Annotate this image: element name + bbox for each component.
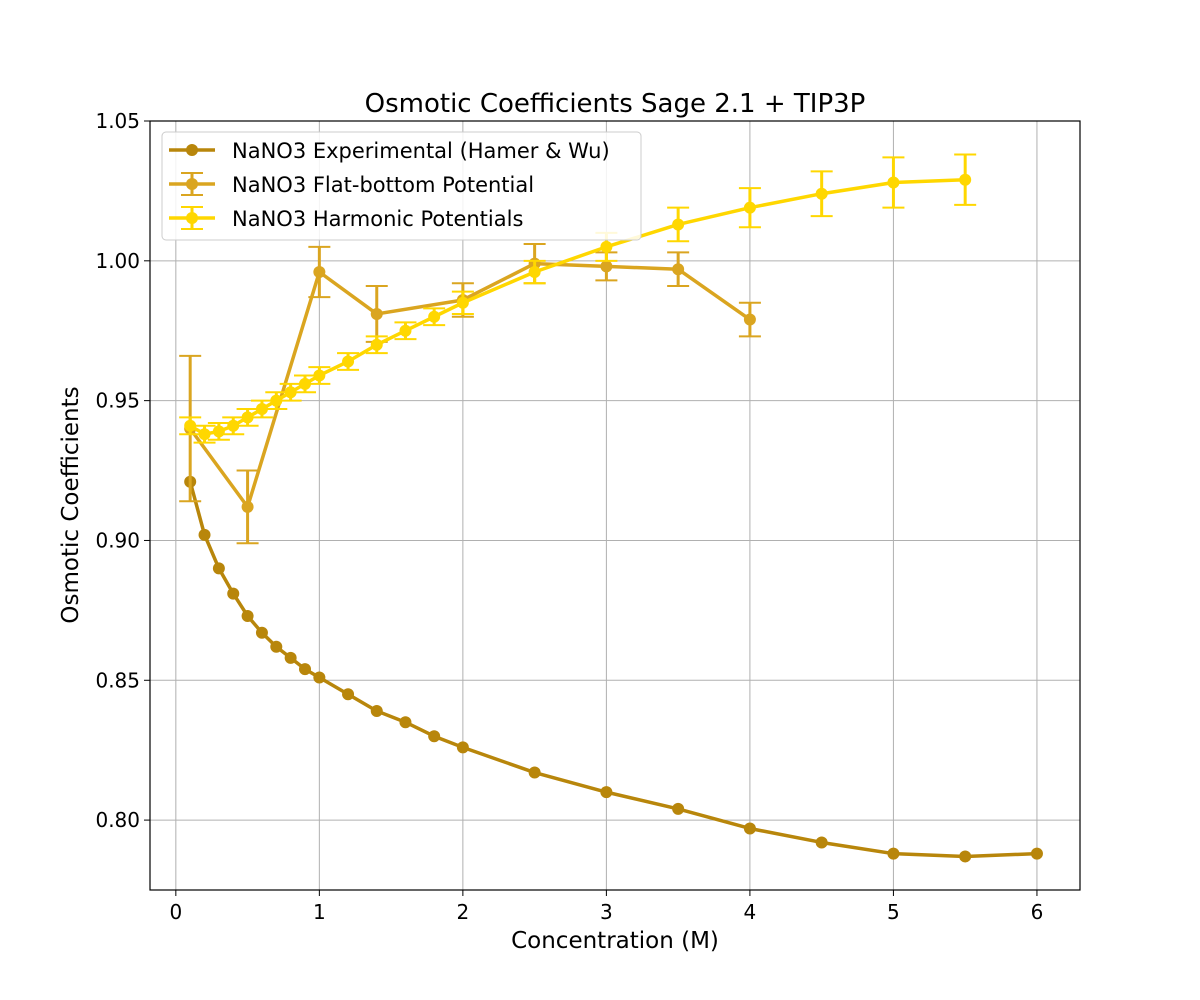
data-point [184,419,197,432]
legend-entry: NaNO3 Experimental (Hamer & Wu) [169,139,610,163]
data-point [313,266,326,279]
data-point [313,369,326,382]
series-layer [179,153,1043,863]
data-point [528,266,541,279]
legend-marker [186,178,198,190]
x-tick-label: 5 [887,900,900,924]
x-axis-title: Concentration (M) [511,928,719,954]
series-1 [179,243,761,545]
series-0 [184,475,1043,863]
x-tick-label: 4 [744,900,757,924]
data-point [399,716,412,729]
data-point [241,500,254,513]
data-point [428,310,441,323]
legend-entry: NaNO3 Flat-bottom Potential [169,172,534,197]
data-point [672,218,685,231]
legend: NaNO3 Experimental (Hamer & Wu) NaNO3 Fla… [161,131,642,241]
y-axis-title: Osmotic Coefficients [58,386,84,623]
y-tick-label: 0.95 [95,389,140,413]
y-tick-label: 0.85 [95,668,140,692]
data-point [399,324,412,337]
data-point [299,377,311,390]
data-point [959,850,972,863]
data-point [370,338,383,351]
data-point [313,671,326,684]
data-point [270,640,283,653]
series-2 [179,153,977,444]
data-point [370,307,383,320]
data-point [528,766,541,779]
data-point [959,173,972,186]
legend-label: NaNO3 Harmonic Potentials [232,207,523,231]
plot-frame [149,120,1081,891]
data-point [370,705,383,718]
data-point [743,313,756,326]
data-point [672,802,685,815]
legend-box [161,131,642,241]
x-tick-label: 6 [1031,900,1044,924]
data-point [1030,847,1043,860]
axis-ticks: 0 1 2 3 4 5 6 0.80 0.85 0.90 0.95 1.00 1.05 [95,109,1043,924]
y-tick-label: 0.90 [95,528,140,552]
data-point [743,822,756,835]
x-tick-label: 3 [600,900,613,924]
data-point [428,730,441,743]
data-point [241,609,254,622]
series-line [189,177,966,436]
data-point [456,296,469,309]
data-point [887,176,900,189]
legend-entry: NaNO3 Harmonic Potentials [169,206,523,231]
data-point [212,562,225,575]
data-point [284,386,297,399]
y-tick-label: 0.80 [95,808,140,832]
data-point [255,403,268,416]
data-point [198,428,211,441]
x-tick-label: 2 [457,900,470,924]
data-point [672,263,685,276]
x-tick-label: 1 [313,900,326,924]
legend-marker [186,212,198,224]
legend-label: NaNO3 Flat-bottom Potential [232,173,534,197]
y-tick-label: 1.00 [95,249,140,273]
data-point [743,201,756,214]
data-point [815,187,828,200]
data-point [456,741,469,754]
data-point [600,786,613,799]
legend-marker [186,144,198,156]
data-point [342,355,355,368]
data-point [227,587,240,600]
data-point [815,836,828,849]
chart-title: Osmotic Coefficients Sage 2.1 + TIP3P [365,89,866,119]
data-point [887,847,900,860]
y-tick-label: 1.05 [95,109,140,133]
legend-label: NaNO3 Experimental (Hamer & Wu) [232,139,610,163]
data-point [198,528,211,541]
data-point [270,394,283,407]
x-tick-label: 0 [169,900,182,924]
data-point [241,411,254,424]
data-point [600,240,613,253]
data-point [227,419,240,432]
data-point [284,651,297,664]
data-point [342,688,355,701]
data-point [255,626,268,639]
data-point [299,663,311,676]
data-point [600,260,613,273]
data-point [212,425,225,438]
series-line [188,481,1038,859]
